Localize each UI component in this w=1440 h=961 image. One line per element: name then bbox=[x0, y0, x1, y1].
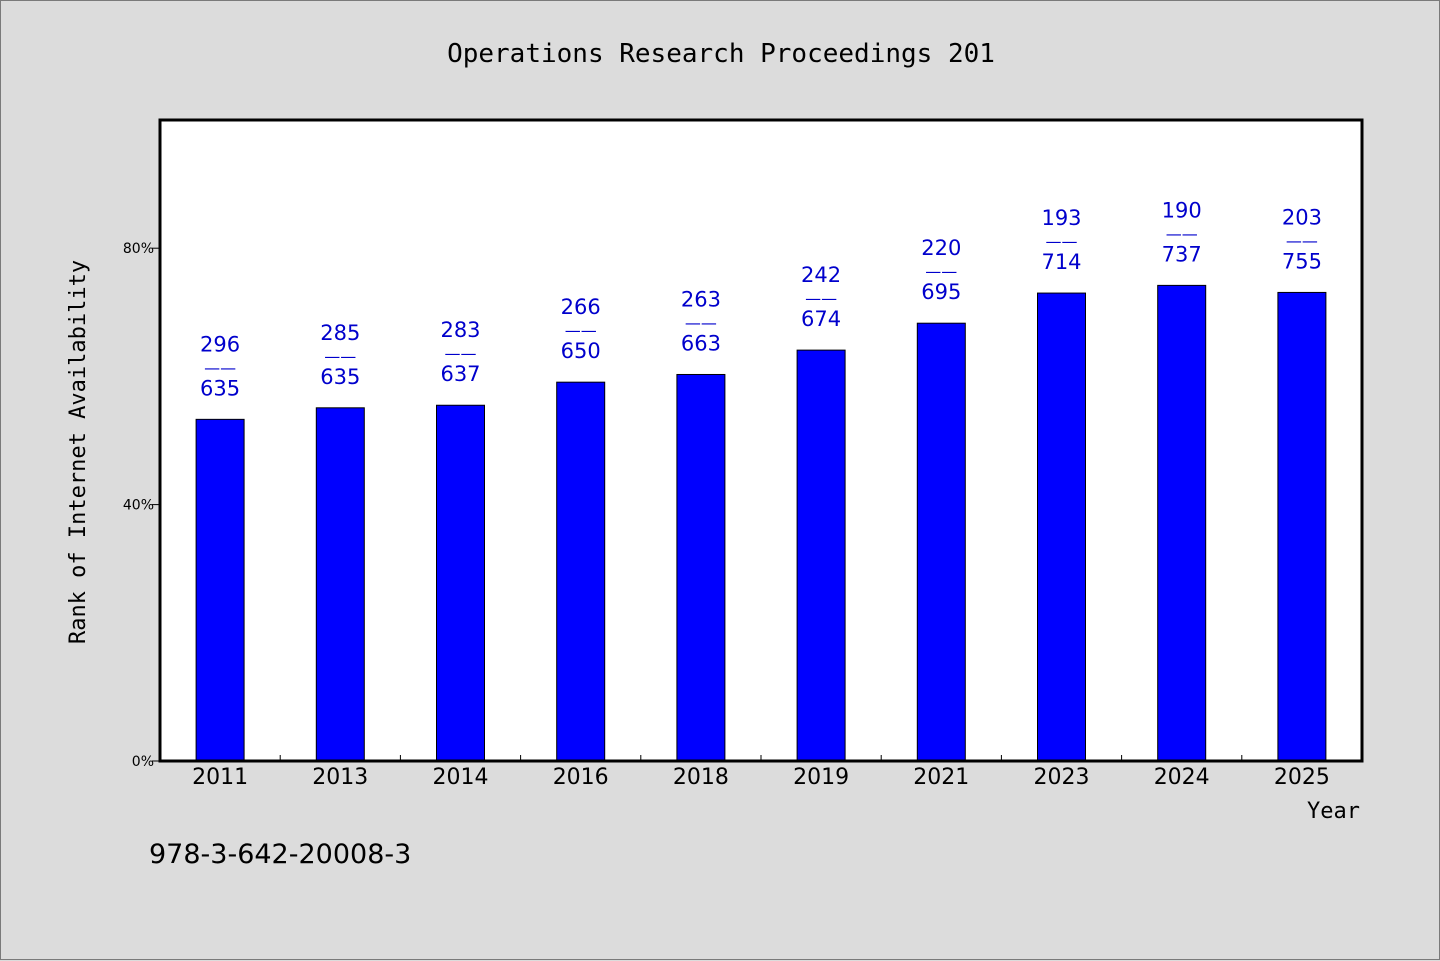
y-tick-label-2: 80% bbox=[123, 241, 154, 257]
bars-layer bbox=[195, 284, 1327, 762]
bar-2013 bbox=[315, 407, 365, 762]
x-tick-label-2023: 2023 bbox=[1034, 765, 1090, 790]
bar-label-bottom-2014: 637 bbox=[440, 362, 480, 386]
bar-2018 bbox=[676, 373, 726, 762]
bar-label-separator-2023: —— bbox=[1046, 232, 1078, 251]
x-axis-label: Year bbox=[1307, 799, 1360, 824]
bar-label-separator-2025: —— bbox=[1286, 231, 1318, 250]
chart-title: Operations Research Proceedings 201 bbox=[447, 39, 995, 69]
x-tick-label-2021: 2021 bbox=[913, 765, 969, 790]
bar-label-top-2014: 283 bbox=[440, 318, 480, 342]
bar-label-bottom-2016: 650 bbox=[561, 339, 601, 363]
plot-border bbox=[158, 118, 1364, 763]
bar-label-bottom-2011: 635 bbox=[200, 376, 240, 400]
x-tick-label-2014: 2014 bbox=[433, 765, 489, 790]
bar-label-bottom-2021: 695 bbox=[921, 280, 961, 304]
bar-label-bottom-2018: 663 bbox=[681, 331, 721, 355]
bar-2019 bbox=[796, 349, 846, 762]
x-tick-label-2019: 2019 bbox=[793, 765, 849, 790]
bar-label-separator-2011: —— bbox=[204, 358, 236, 377]
ticks-layer: 2011 2013 2014 2016 2018 2019 2021 2023 2024 2025… bbox=[123, 241, 1330, 790]
bar-label-top-2023: 193 bbox=[1041, 206, 1081, 230]
bar-label-bottom-2019: 674 bbox=[801, 307, 841, 331]
bar-label-separator-2016: —— bbox=[565, 321, 597, 340]
bar-2023 bbox=[1037, 292, 1086, 762]
bar-2025 bbox=[1277, 291, 1327, 762]
bar-label-bottom-2013: 635 bbox=[320, 365, 360, 389]
bar-label-separator-2021: —— bbox=[925, 262, 957, 281]
bar-label-separator-2013: —— bbox=[324, 347, 356, 366]
bar-label-top-2021: 220 bbox=[921, 236, 961, 260]
y-axis-label: Rank of Internet Availability bbox=[66, 260, 91, 644]
bar-label-separator-2018: —— bbox=[685, 313, 717, 332]
bar-2024 bbox=[1157, 284, 1207, 762]
bar-label-separator-2014: —— bbox=[445, 344, 477, 363]
footer-isbn: 978-3-642-20008-3 bbox=[149, 839, 411, 870]
x-tick-label-2025: 2025 bbox=[1274, 765, 1330, 790]
bar-label-bottom-2023: 714 bbox=[1041, 250, 1081, 274]
bar-2014 bbox=[436, 404, 485, 762]
y-tick-label-0: 0% bbox=[132, 754, 154, 770]
x-tick-label-2018: 2018 bbox=[673, 765, 729, 790]
bar-2016 bbox=[556, 381, 606, 762]
y-tick-label-1: 40% bbox=[123, 498, 154, 514]
bar-label-bottom-2025: 755 bbox=[1282, 249, 1322, 273]
x-tick-label-2011: 2011 bbox=[192, 765, 248, 790]
bar-label-separator-2019: —— bbox=[805, 289, 837, 308]
data-labels-layer: 296——635285——635283——637266——650263——663… bbox=[200, 198, 1322, 400]
bar-label-top-2013: 285 bbox=[320, 321, 360, 345]
bar-label-top-2011: 296 bbox=[200, 332, 240, 356]
bar-label-bottom-2024: 737 bbox=[1162, 242, 1202, 266]
bar-label-separator-2024: —— bbox=[1166, 224, 1198, 243]
bar-2021 bbox=[916, 322, 966, 762]
bar-label-top-2016: 266 bbox=[561, 295, 601, 319]
bar-2011 bbox=[195, 418, 245, 762]
bar-label-top-2024: 190 bbox=[1162, 198, 1202, 222]
bar-label-top-2018: 263 bbox=[681, 287, 721, 311]
x-tick-label-2024: 2024 bbox=[1154, 765, 1210, 790]
x-tick-label-2013: 2013 bbox=[312, 765, 368, 790]
x-tick-label-2016: 2016 bbox=[553, 765, 609, 790]
bar-label-top-2019: 242 bbox=[801, 263, 841, 287]
bar-label-top-2025: 203 bbox=[1282, 205, 1322, 229]
